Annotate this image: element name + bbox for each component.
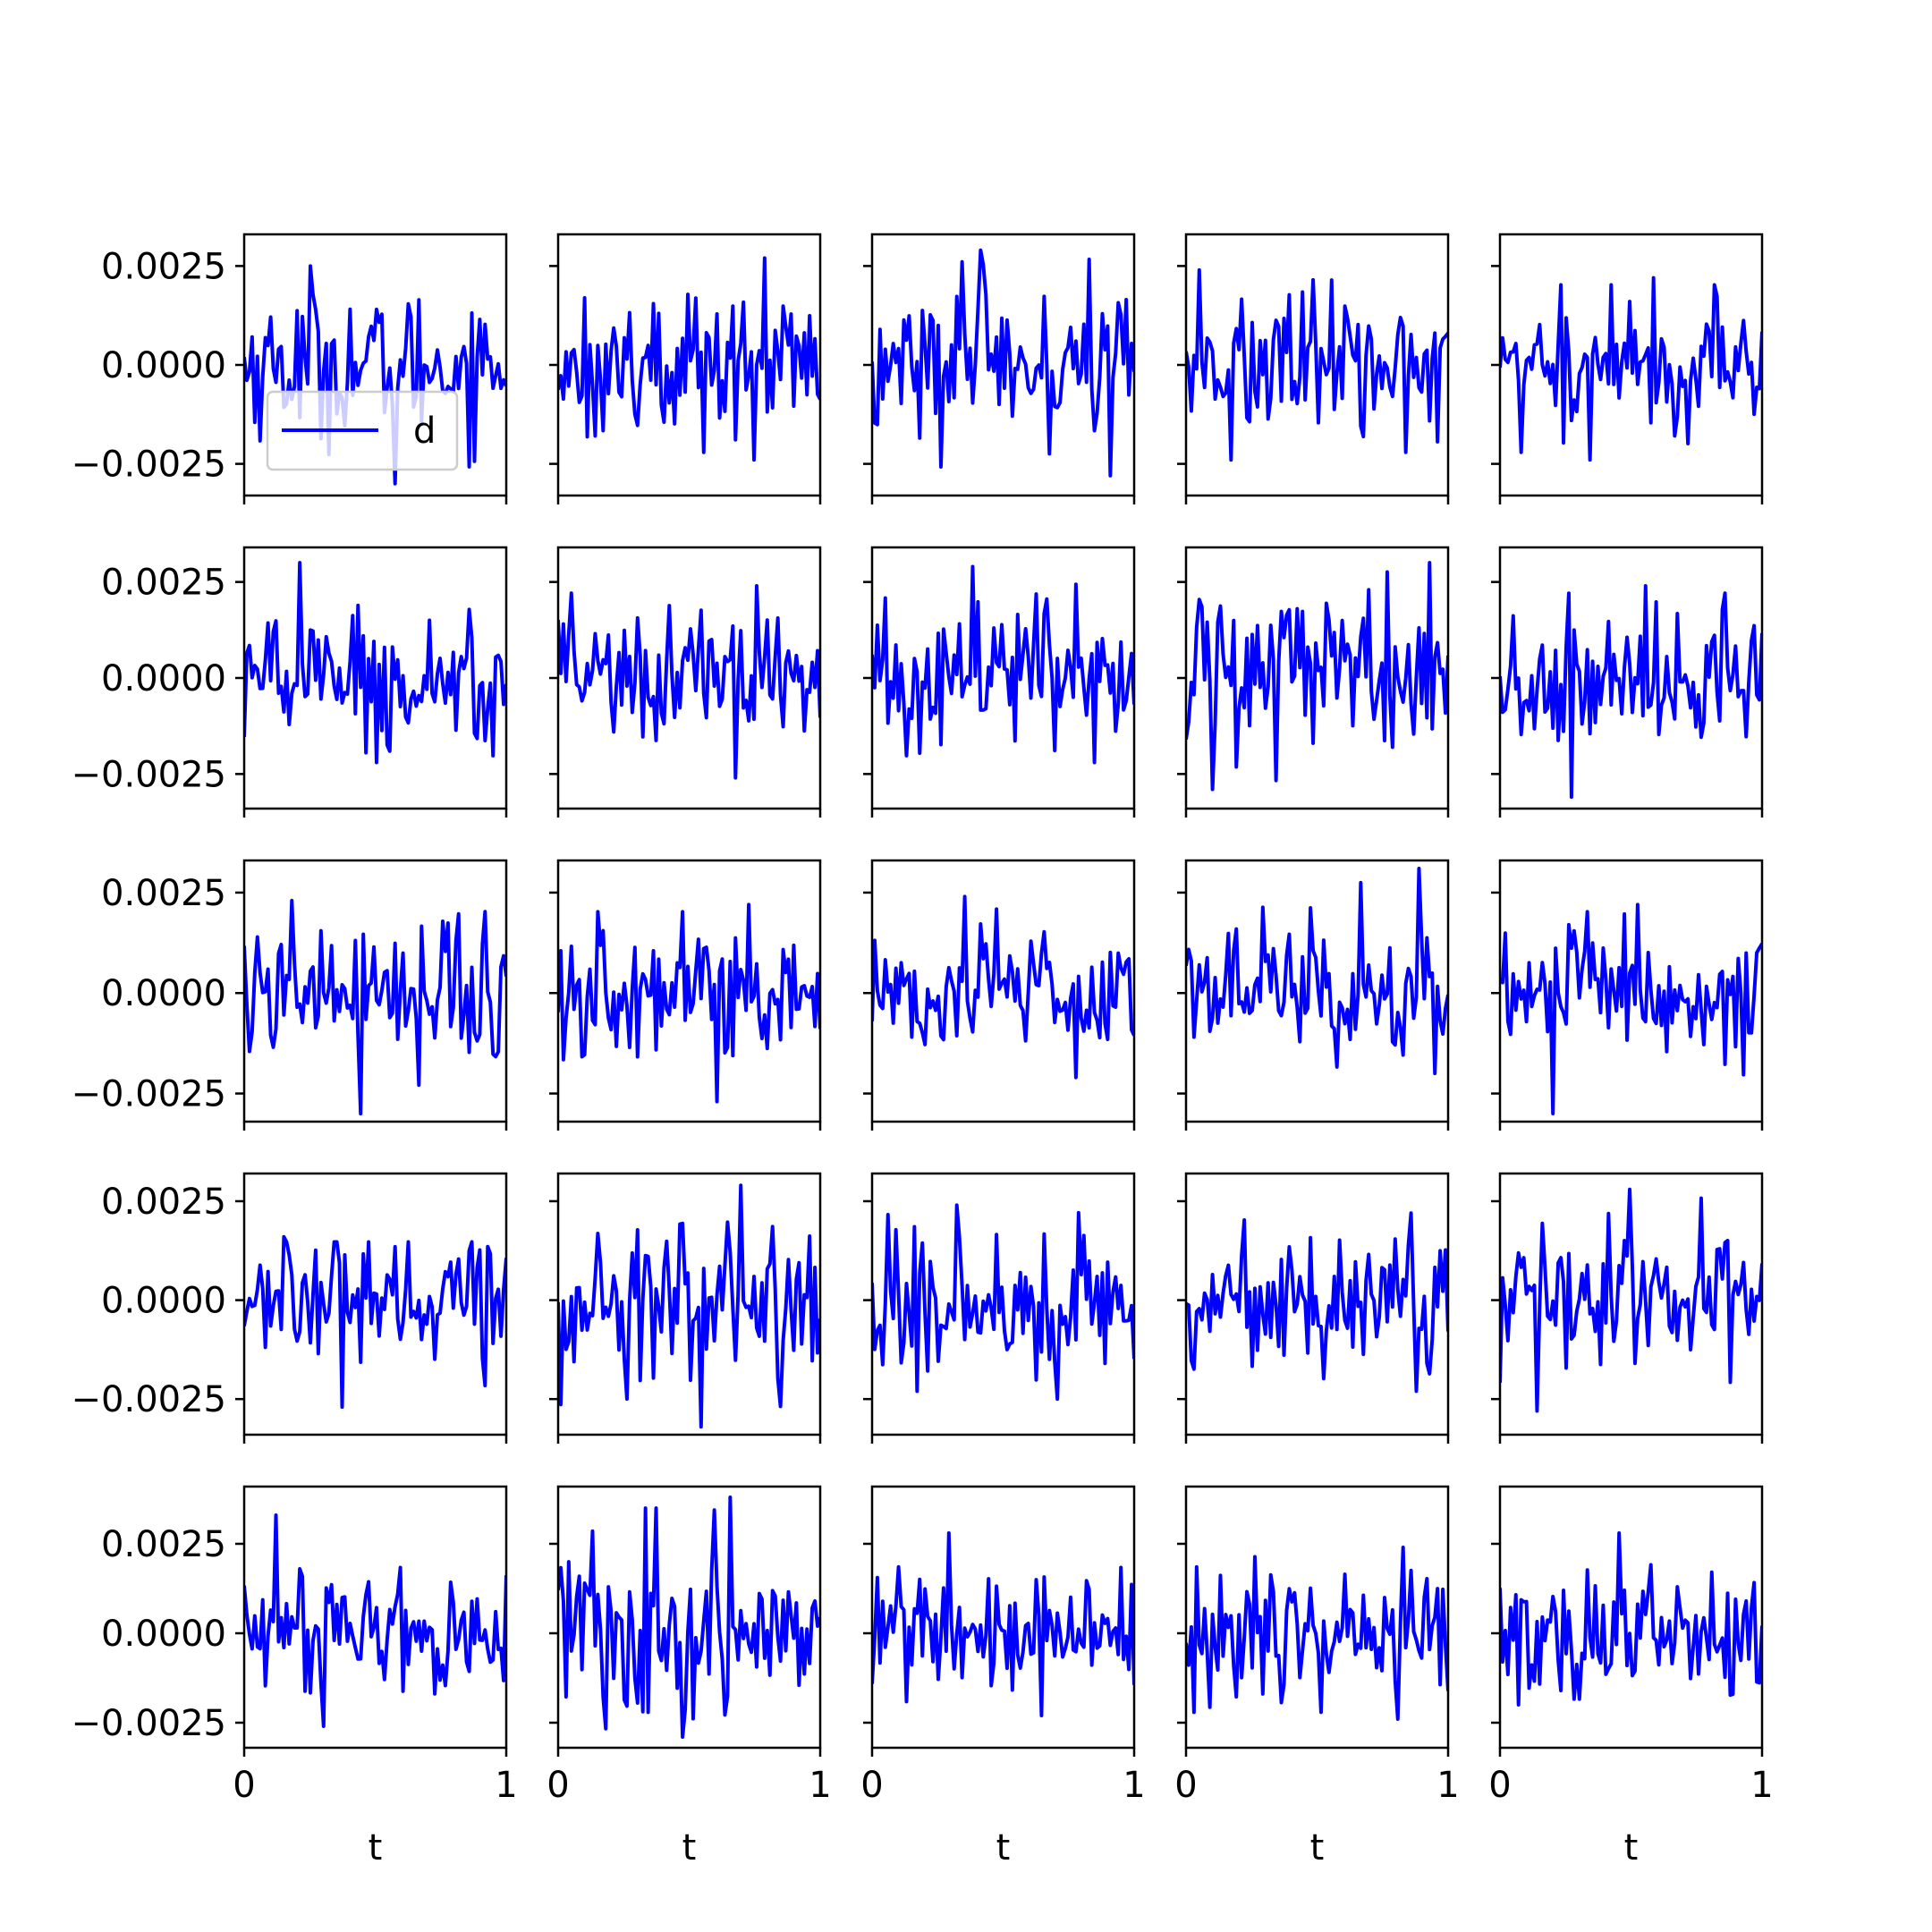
subplot-r3-c4 — [1491, 1172, 1764, 1444]
y-tick-label: 0.0025 — [101, 246, 226, 287]
y-tick-label: 0.0025 — [101, 1182, 226, 1223]
y-tick-label: −0.0025 — [72, 1703, 226, 1744]
y-tick-label: 0.0025 — [101, 1524, 226, 1565]
series-line-d — [1500, 902, 1762, 1116]
x-tick-label: 1 — [495, 1765, 517, 1806]
series-line-d — [558, 1496, 820, 1739]
legend: d — [266, 390, 459, 471]
x-tick-label: 1 — [1123, 1765, 1145, 1806]
y-tick-label: 0.0025 — [101, 873, 226, 914]
subplot-r1-c3 — [1177, 546, 1450, 818]
x-tick-label: 0 — [1174, 1765, 1197, 1806]
subplot-r2-c3 — [1177, 859, 1450, 1131]
axes-frame — [1498, 859, 1764, 1123]
axes-frame — [870, 859, 1136, 1123]
y-tick-label: 0.0025 — [101, 563, 226, 604]
series-line-d — [558, 1183, 820, 1429]
subplot-r2-c1 — [549, 859, 822, 1131]
subplot-r0-c2 — [863, 233, 1136, 504]
y-tick-label: 0.0000 — [101, 1614, 226, 1655]
x-tick-label: 0 — [233, 1765, 255, 1806]
series-line-d — [1500, 1187, 1762, 1413]
x-tick-label: 0 — [860, 1765, 883, 1806]
series-line-d — [244, 898, 506, 1116]
y-tick-label: 0.0000 — [101, 973, 226, 1014]
subplot-r3-c2 — [863, 1172, 1136, 1444]
subplot-r4-c0: −0.0025 0.0000 0.0025 0 1 — [72, 1485, 518, 1806]
subplot-r0-c0: −0.0025 0.0000 0.0025 — [72, 233, 508, 504]
subplot-r1-c1 — [549, 546, 822, 818]
subplot-r3-c3 — [1177, 1172, 1450, 1444]
subplot-r2-c4 — [1491, 859, 1764, 1131]
x-axis-label: t — [1310, 1827, 1325, 1868]
series-line-d — [1500, 275, 1762, 462]
axes-frame — [242, 1485, 508, 1750]
legend-label-d: d — [413, 411, 436, 452]
axes-frame — [242, 859, 508, 1123]
series-line-d — [872, 248, 1134, 478]
axes-frame — [1184, 859, 1450, 1123]
subplot-r2-c2 — [863, 859, 1136, 1131]
y-tick-label: −0.0025 — [72, 1379, 226, 1420]
series-line-d — [1186, 1546, 1448, 1721]
series-line-d — [244, 1513, 506, 1728]
series-line-d — [558, 583, 820, 780]
x-tick-label: 1 — [809, 1765, 831, 1806]
series-line-d — [558, 256, 820, 462]
subplot-r3-c0: −0.0025 0.0000 0.0025 — [72, 1172, 508, 1444]
subplot-r0-c4 — [1491, 233, 1764, 504]
series-line-d — [244, 561, 506, 765]
subplot-r1-c4 — [1491, 546, 1764, 818]
x-axis-label: t — [369, 1827, 383, 1868]
axes-frame — [870, 1485, 1136, 1750]
x-axis-label: t — [682, 1827, 697, 1868]
axes-frame — [1184, 1172, 1450, 1436]
series-line-d — [872, 894, 1134, 1080]
subplot-r0-c1 — [549, 233, 822, 504]
x-axis-label: t — [996, 1827, 1011, 1868]
subplot-r2-c0: −0.0025 0.0000 0.0025 — [72, 859, 508, 1131]
series-line-d — [1186, 866, 1448, 1076]
axes-frame — [242, 1172, 508, 1436]
series-line-d — [1500, 1531, 1762, 1707]
y-tick-label: −0.0025 — [72, 754, 226, 795]
axes-frame — [1498, 1172, 1764, 1436]
y-tick-label: 0.0000 — [101, 1281, 226, 1322]
x-tick-label: 1 — [1436, 1765, 1459, 1806]
subplot-r3-c1 — [549, 1172, 822, 1444]
y-tick-label: 0.0000 — [101, 658, 226, 699]
series-line-d — [244, 1234, 506, 1410]
subplot-r1-c2 — [863, 546, 1136, 818]
series-line-d — [872, 1531, 1134, 1717]
series-line-d — [872, 1203, 1134, 1402]
axes-frame — [556, 1485, 822, 1750]
x-tick-label: 0 — [547, 1765, 569, 1806]
series-line-d — [558, 902, 820, 1104]
series-line-d — [1186, 1211, 1448, 1394]
axes-frame — [556, 859, 822, 1123]
subplot-grid: −0.00250.00000.0025−0.00250.00000.0025−0… — [72, 233, 1774, 1806]
y-tick-label: −0.0025 — [72, 445, 226, 486]
y-tick-label: 0.0000 — [101, 345, 226, 386]
x-tick-label: 0 — [1488, 1765, 1511, 1806]
x-axis-label: t — [1624, 1827, 1639, 1868]
axes-frame — [556, 1172, 822, 1436]
axes-frame — [870, 1172, 1136, 1436]
axes-frame — [1184, 1485, 1450, 1750]
series-line-d — [872, 564, 1134, 765]
series-line-d — [1500, 583, 1762, 800]
series-line-d — [1186, 267, 1448, 462]
subplot-r0-c3 — [1177, 233, 1450, 504]
series-line-d — [1186, 561, 1448, 792]
subplot-r1-c0: −0.0025 0.0000 0.0025 — [72, 546, 508, 818]
axes-frame — [1498, 1485, 1764, 1750]
x-tick-label: 1 — [1750, 1765, 1773, 1806]
y-tick-label: −0.0025 — [72, 1074, 226, 1115]
